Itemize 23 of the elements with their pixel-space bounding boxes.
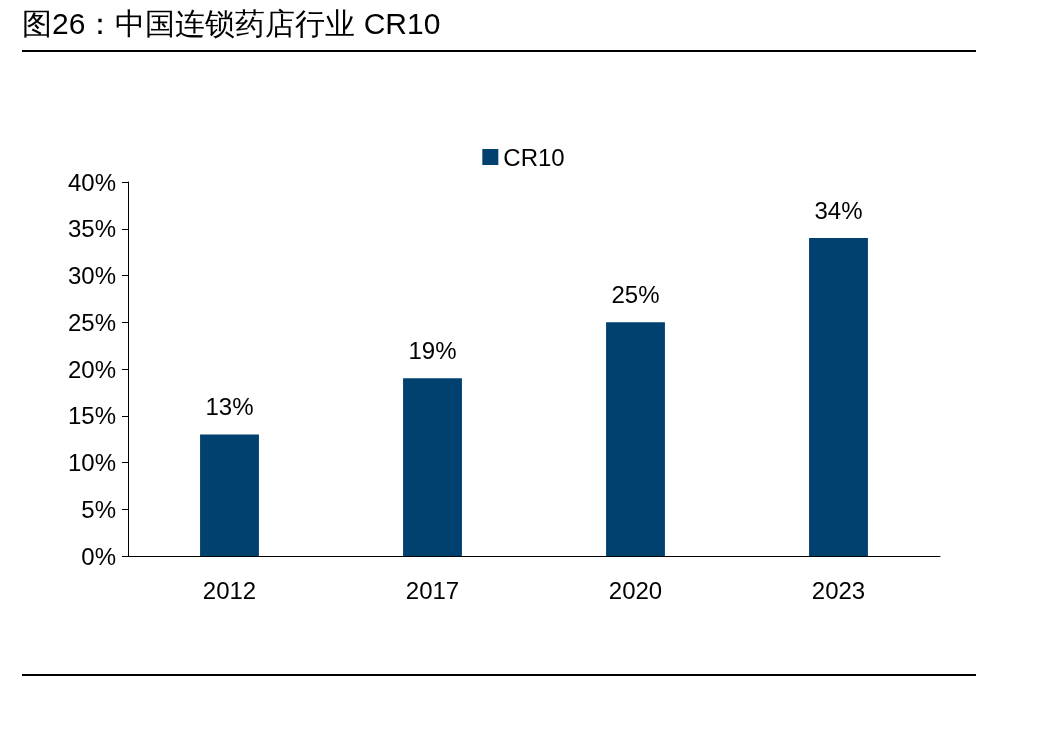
bar bbox=[200, 434, 259, 556]
chart-title: 图26：中国连锁药店行业 CR10 bbox=[22, 6, 441, 42]
bar bbox=[809, 238, 868, 556]
x-tick-label: 2023 bbox=[811, 576, 866, 604]
y-tick-label: 15% bbox=[67, 402, 116, 430]
legend-label: CR10 bbox=[503, 143, 565, 171]
y-tick-label: 20% bbox=[67, 355, 116, 383]
y-tick-label: 0% bbox=[81, 542, 116, 570]
y-tick-label: 35% bbox=[67, 215, 116, 243]
y-tick-label: 25% bbox=[67, 308, 116, 336]
x-tick-label: 2017 bbox=[405, 576, 460, 604]
y-tick-label: 10% bbox=[67, 449, 116, 476]
x-tick-label: 2012 bbox=[202, 576, 257, 604]
y-tick-label: 40% bbox=[67, 168, 116, 196]
data-label: 34% bbox=[814, 196, 863, 224]
y-tick-label: 5% bbox=[81, 495, 116, 523]
data-label: 19% bbox=[408, 336, 457, 364]
data-label: 25% bbox=[611, 280, 660, 308]
bar bbox=[403, 378, 462, 556]
bar bbox=[606, 322, 665, 556]
y-tick-label: 30% bbox=[67, 262, 116, 289]
data-label: 13% bbox=[205, 392, 254, 420]
x-tick-label: 2020 bbox=[608, 576, 663, 604]
